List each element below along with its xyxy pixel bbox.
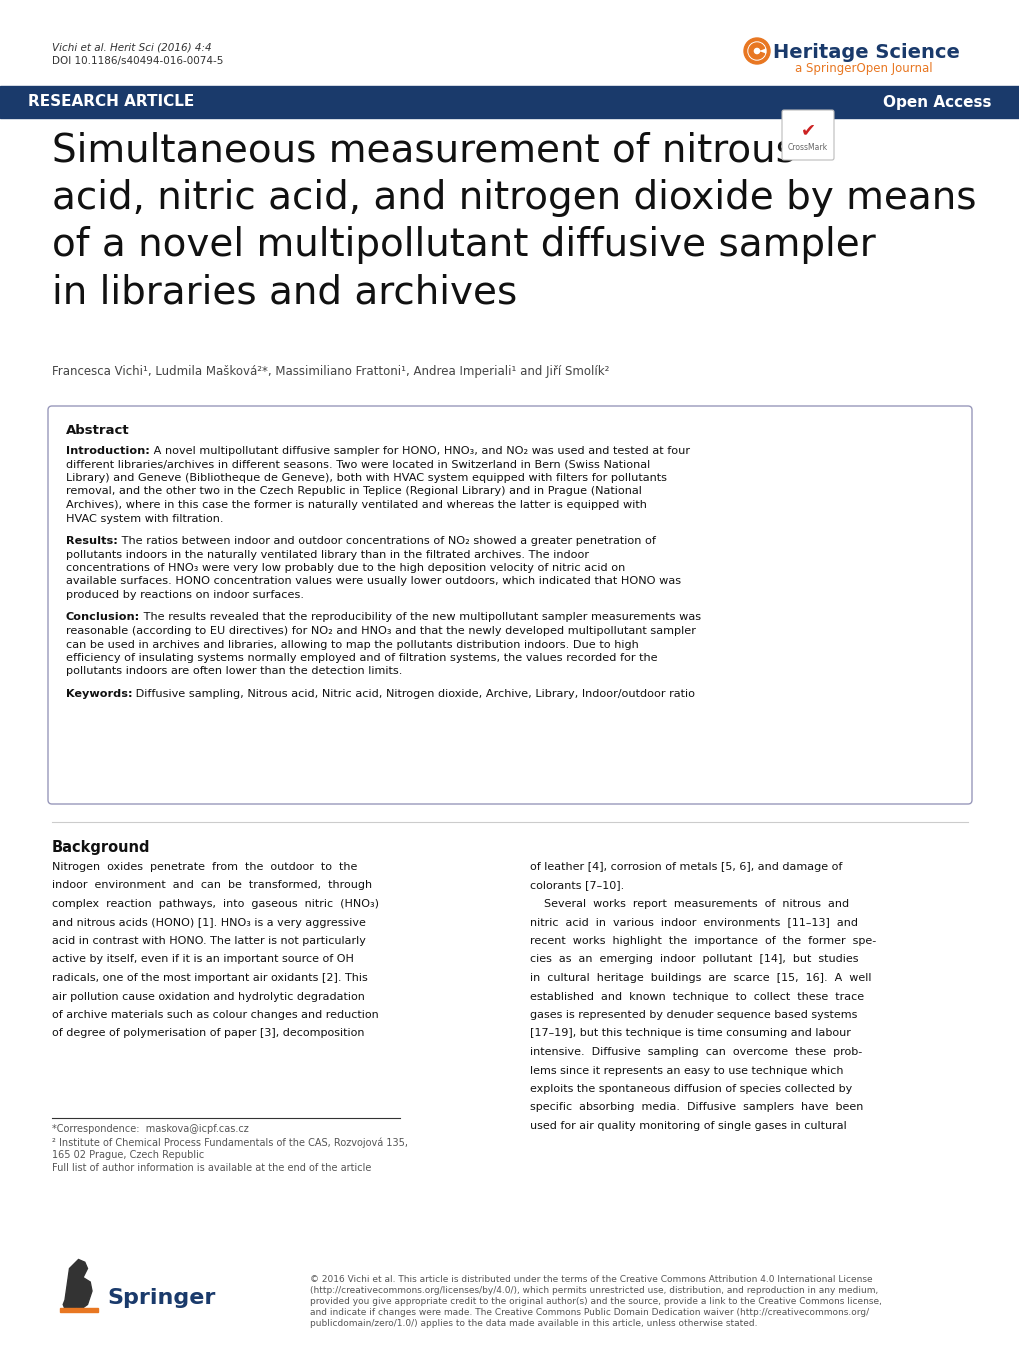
Bar [60, 1307, 98, 1311]
Text: specific  absorbing  media.  Diffusive  samplers  have  been: specific absorbing media. Diffusive samp… [530, 1102, 862, 1113]
Text: Francesca Vichi¹, Ludmila Mašková²*, Massimiliano Frattoni¹, Andrea Imperiali¹ a: Francesca Vichi¹, Ludmila Mašková²*, Mas… [52, 366, 608, 378]
Text: intensive.  Diffusive  sampling  can  overcome  these  prob-: intensive. Diffusive sampling can overco… [530, 1046, 861, 1057]
Text: Nitrogen  oxides  penetrate  from  the  outdoor  to  the: Nitrogen oxides penetrate from the outdo… [52, 862, 357, 872]
Text: air pollution cause oxidation and hydrolytic degradation: air pollution cause oxidation and hydrol… [52, 992, 365, 1002]
Text: RESEARCH ARTICLE: RESEARCH ARTICLE [28, 95, 194, 110]
Text: publicdomain/zero/1.0/) applies to the data made available in this article, unle: publicdomain/zero/1.0/) applies to the d… [310, 1320, 757, 1328]
Text: lems since it represents an easy to use technique which: lems since it represents an easy to use … [530, 1065, 843, 1075]
Text: The results revealed that the reproducibility of the new multipollutant sampler : The results revealed that the reproducib… [140, 613, 701, 622]
Text: active by itself, even if it is an important source of OH: active by itself, even if it is an impor… [52, 954, 354, 965]
Text: in  cultural  heritage  buildings  are  scarce  [15,  16].  A  well: in cultural heritage buildings are scarc… [530, 973, 870, 983]
Text: of leather [4], corrosion of metals [5, 6], and damage of: of leather [4], corrosion of metals [5, … [530, 862, 842, 872]
Text: Keywords:: Keywords: [66, 689, 132, 699]
Text: and nitrous acids (HONO) [1]. HNO₃ is a very aggressive: and nitrous acids (HONO) [1]. HNO₃ is a … [52, 917, 366, 927]
Text: and indicate if changes were made. The Creative Commons Public Domain Dedication: and indicate if changes were made. The C… [310, 1307, 868, 1317]
Text: Vichi et al. Herit Sci (2016) 4:4: Vichi et al. Herit Sci (2016) 4:4 [52, 42, 211, 52]
Text: Diffusive sampling, Nitrous acid, Nitric acid, Nitrogen dioxide, Archive, Librar: Diffusive sampling, Nitrous acid, Nitric… [132, 689, 695, 699]
Text: acid, nitric acid, and nitrogen dioxide by means: acid, nitric acid, and nitrogen dioxide … [52, 179, 975, 217]
Text: acid in contrast with HONO. The latter is not particularly: acid in contrast with HONO. The latter i… [52, 936, 366, 946]
Text: (http://creativecommons.org/licenses/by/4.0/), which permits unrestricted use, d: (http://creativecommons.org/licenses/by/… [310, 1286, 877, 1295]
Text: nitric  acid  in  various  indoor  environments  [11–13]  and: nitric acid in various indoor environmen… [530, 917, 857, 927]
Text: Introduction:: Introduction: [66, 446, 150, 457]
Wedge shape [748, 43, 764, 58]
Text: radicals, one of the most important air oxidants [2]. This: radicals, one of the most important air … [52, 973, 368, 983]
Text: different libraries/archives in different seasons. Two were located in Switzerla: different libraries/archives in differen… [66, 459, 650, 469]
Text: Full list of author information is available at the end of the article: Full list of author information is avail… [52, 1163, 371, 1173]
Text: Results:: Results: [66, 535, 117, 546]
Text: of archive materials such as colour changes and reduction: of archive materials such as colour chan… [52, 1010, 378, 1021]
Text: [17–19], but this technique is time consuming and labour: [17–19], but this technique is time cons… [530, 1029, 850, 1038]
Text: ² Institute of Chemical Process Fundamentals of the CAS, Rozvojová 135,: ² Institute of Chemical Process Fundamen… [52, 1137, 408, 1147]
Text: Abstract: Abstract [66, 424, 129, 438]
Text: concentrations of HNO₃ were very low probably due to the high deposition velocit: concentrations of HNO₃ were very low pro… [66, 563, 625, 573]
Text: colorants [7–10].: colorants [7–10]. [530, 881, 624, 890]
Text: reasonable (according to EU directives) for NO₂ and HNO₃ and that the newly deve: reasonable (according to EU directives) … [66, 626, 695, 636]
Text: used for air quality monitoring of single gases in cultural: used for air quality monitoring of singl… [530, 1121, 846, 1131]
Text: available surfaces. HONO concentration values were usually lower outdoors, which: available surfaces. HONO concentration v… [66, 576, 681, 587]
Text: removal, and the other two in the Czech Republic in Teplice (Regional Library) a: removal, and the other two in the Czech … [66, 487, 641, 496]
Text: Several  works  report  measurements  of  nitrous  and: Several works report measurements of nit… [530, 900, 848, 909]
Text: indoor  environment  and  can  be  transformed,  through: indoor environment and can be transforme… [52, 881, 372, 890]
Text: cies  as  an  emerging  indoor  pollutant  [14],  but  studies: cies as an emerging indoor pollutant [14… [530, 954, 858, 965]
Circle shape [747, 42, 765, 60]
FancyBboxPatch shape [782, 110, 834, 160]
Text: efficiency of insulating systems normally employed and of filtration systems, th: efficiency of insulating systems normall… [66, 654, 657, 663]
Text: Background: Background [52, 840, 151, 855]
Text: A novel multipollutant diffusive sampler for HONO, HNO₃, and NO₂ was used and te: A novel multipollutant diffusive sampler… [150, 446, 689, 457]
Text: Archives), where in this case the former is naturally ventilated and whereas the: Archives), where in this case the former… [66, 500, 646, 510]
Text: Open Access: Open Access [882, 95, 991, 110]
Bar [0, 86, 1019, 118]
Text: HVAC system with filtration.: HVAC system with filtration. [66, 514, 223, 523]
Text: established  and  known  technique  to  collect  these  trace: established and known technique to colle… [530, 992, 863, 1002]
Text: gases is represented by denuder sequence based systems: gases is represented by denuder sequence… [530, 1010, 857, 1021]
FancyBboxPatch shape [48, 406, 971, 805]
Text: a SpringerOpen Journal: a SpringerOpen Journal [794, 63, 931, 75]
Text: pollutants indoors in the naturally ventilated library than in the filtrated arc: pollutants indoors in the naturally vent… [66, 549, 588, 560]
Text: can be used in archives and libraries, allowing to map the pollutants distributi: can be used in archives and libraries, a… [66, 640, 638, 650]
Text: pollutants indoors are often lower than the detection limits.: pollutants indoors are often lower than … [66, 666, 401, 677]
Text: Library) and Geneve (Bibliotheque de Geneve), both with HVAC system equipped wit: Library) and Geneve (Bibliotheque de Gen… [66, 473, 666, 482]
Text: The ratios between indoor and outdoor concentrations of NO₂ showed a greater pen: The ratios between indoor and outdoor co… [117, 535, 655, 546]
Text: CrossMark: CrossMark [787, 144, 827, 152]
Polygon shape [63, 1260, 92, 1311]
Text: *Correspondence:  maskova@icpf.cas.cz: *Correspondence: maskova@icpf.cas.cz [52, 1124, 249, 1133]
Text: of degree of polymerisation of paper [3], decomposition: of degree of polymerisation of paper [3]… [52, 1029, 364, 1038]
Text: provided you give appropriate credit to the original author(s) and the source, p: provided you give appropriate credit to … [310, 1296, 881, 1306]
Text: Simultaneous measurement of nitrous: Simultaneous measurement of nitrous [52, 132, 795, 170]
Text: complex  reaction  pathways,  into  gaseous  nitric  (HNO₃): complex reaction pathways, into gaseous … [52, 900, 379, 909]
Text: 165 02 Prague, Czech Republic: 165 02 Prague, Czech Republic [52, 1150, 204, 1161]
Text: produced by reactions on indoor surfaces.: produced by reactions on indoor surfaces… [66, 590, 304, 601]
Text: of a novel multipollutant diffusive sampler: of a novel multipollutant diffusive samp… [52, 226, 875, 264]
Text: ✔: ✔ [800, 121, 815, 139]
Text: DOI 10.1186/s40494-016-0074-5: DOI 10.1186/s40494-016-0074-5 [52, 56, 223, 67]
Text: © 2016 Vichi et al. This article is distributed under the terms of the Creative : © 2016 Vichi et al. This article is dist… [310, 1275, 872, 1284]
Text: Conclusion:: Conclusion: [66, 613, 140, 622]
Circle shape [743, 38, 769, 64]
Text: recent  works  highlight  the  importance  of  the  former  spe-: recent works highlight the importance of… [530, 936, 875, 946]
Text: in libraries and archives: in libraries and archives [52, 273, 517, 311]
Text: Heritage Science: Heritage Science [772, 43, 959, 63]
Text: Springer: Springer [107, 1288, 215, 1307]
Text: exploits the spontaneous diffusion of species collected by: exploits the spontaneous diffusion of sp… [530, 1084, 852, 1094]
